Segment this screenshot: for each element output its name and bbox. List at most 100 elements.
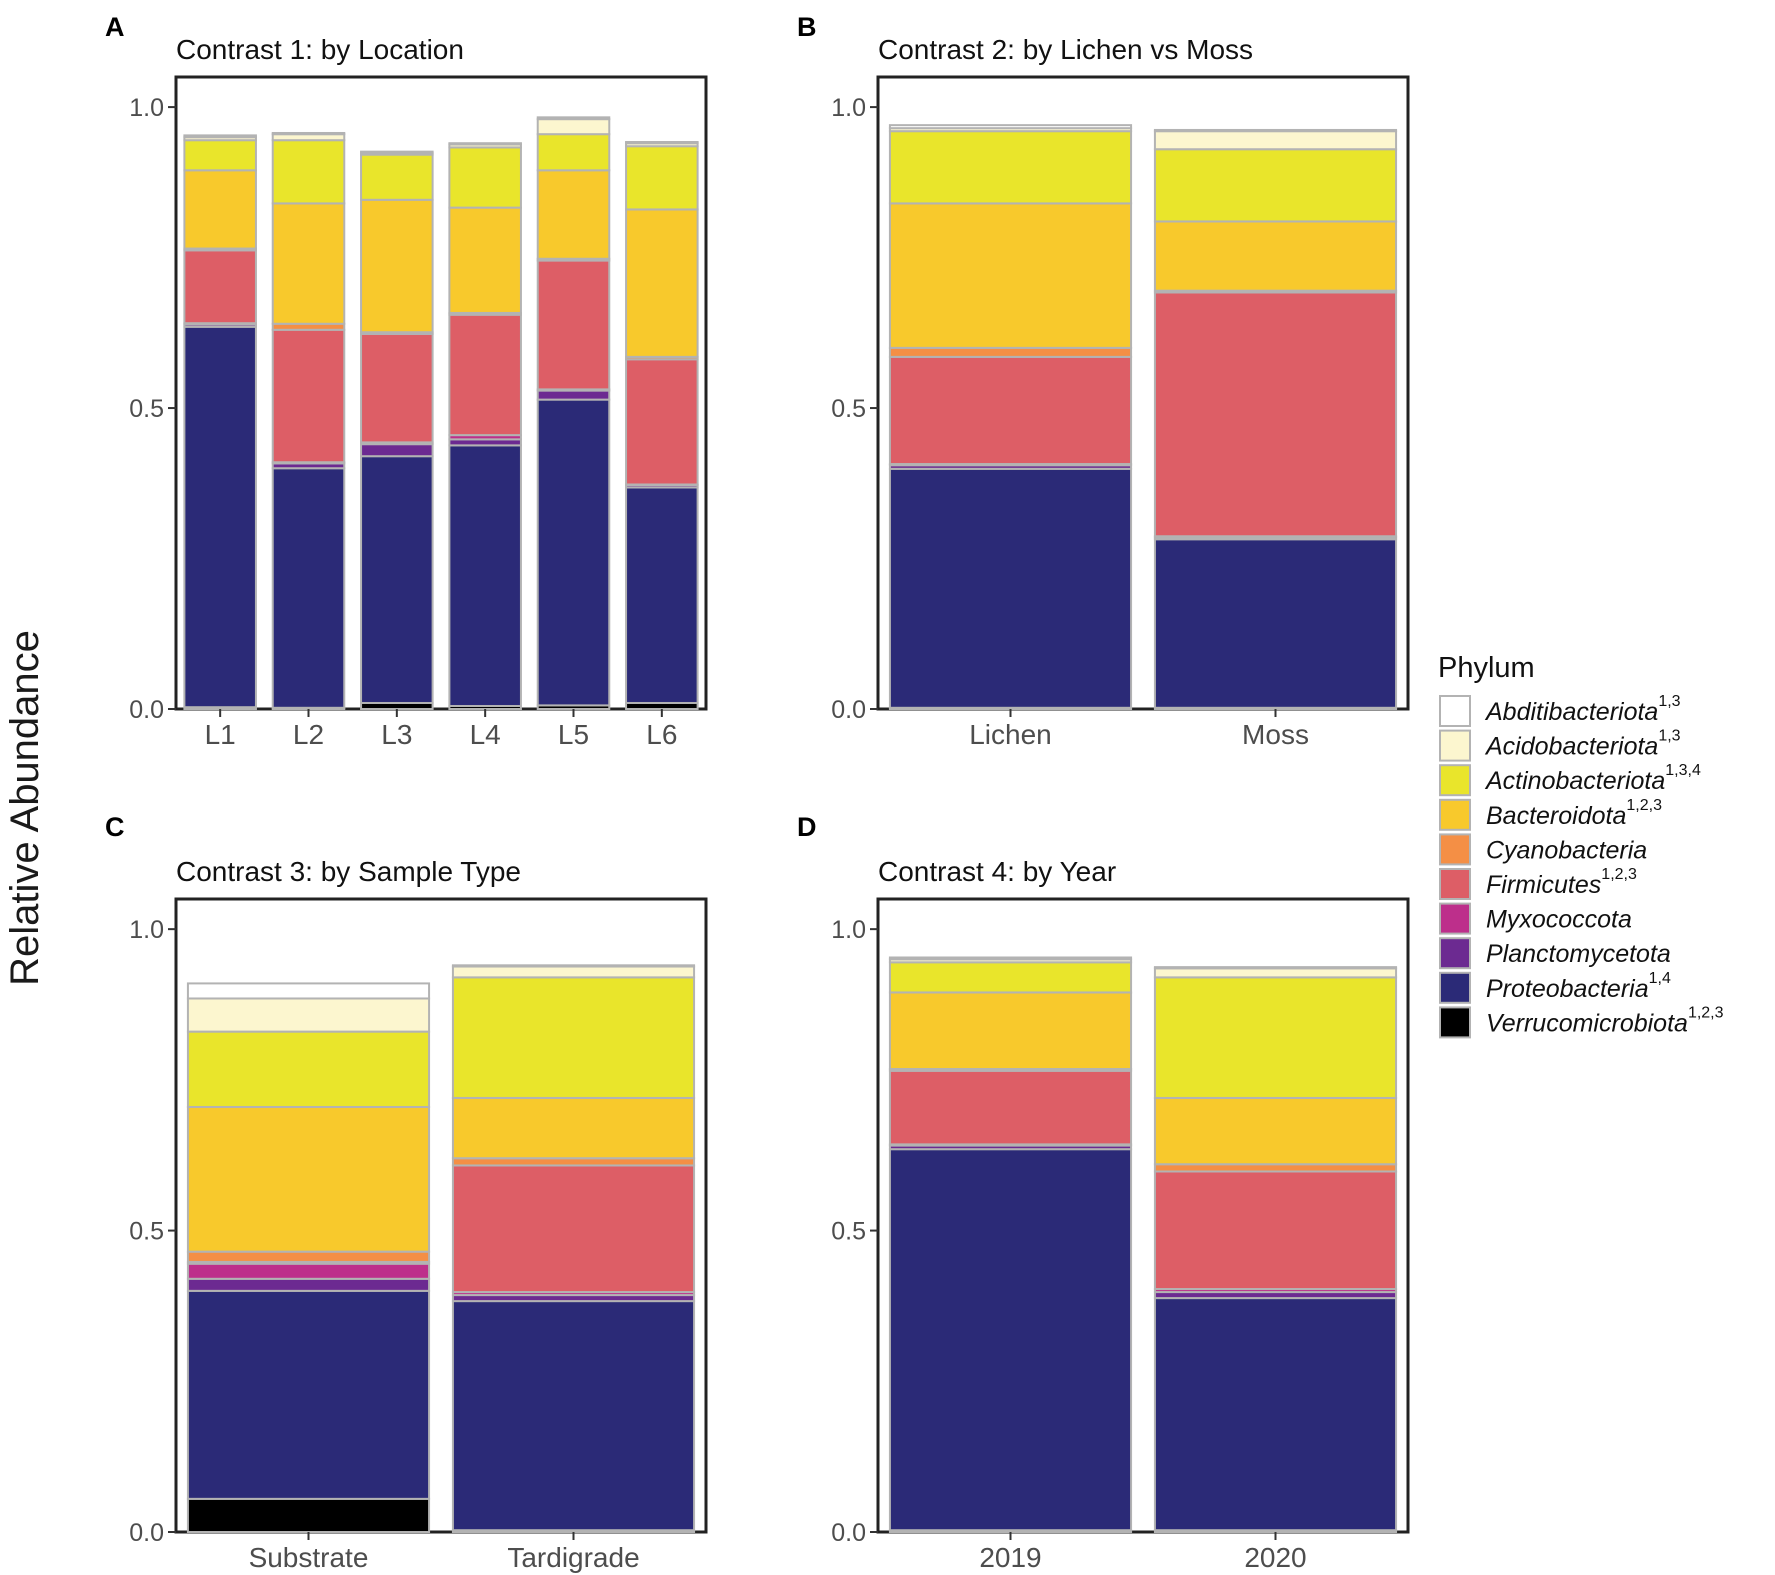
- bar-segment-lichen-bacteroidota: [888, 202, 1133, 349]
- y-tick-label: 1.0: [129, 916, 164, 944]
- bar-segment-l3-bacteroidota: [360, 198, 434, 334]
- bar-segment-l5-proteobacteria: [536, 398, 611, 707]
- bar-segment-substrate-actinobacteriota: [186, 1030, 431, 1108]
- legend-superscript: 1,3,4: [1665, 762, 1701, 779]
- y-tick-label: 0.0: [831, 696, 866, 724]
- bar-segment-l6-actinobacteriota: [625, 145, 699, 211]
- bar-segment-2020-bacteroidota: [1153, 1096, 1398, 1166]
- bar-segment-l1-proteobacteria: [183, 325, 257, 709]
- bar-segment-substrate-verrucomicrobiota: [186, 1497, 431, 1534]
- bar-segment-lichen-actinobacteriota: [888, 130, 1133, 205]
- y-tick-label: 0.0: [831, 1519, 866, 1547]
- x-tick-label: L6: [646, 719, 677, 750]
- legend-label-proteobacteria: Proteobacteria1,4: [1486, 970, 1671, 1003]
- bar-segment-l2-actinobacteriota: [271, 139, 346, 205]
- bar-segment-lichen-proteobacteria: [888, 467, 1133, 709]
- bar-segment-l5-actinobacteriota: [536, 133, 611, 172]
- y-tick-label: 0.0: [129, 1519, 164, 1547]
- legend-superscript: 1,3: [1658, 693, 1680, 710]
- bar-segment-2020-firmicutes: [1153, 1170, 1398, 1291]
- bar-segment-l5-acidobacteriota: [536, 118, 611, 136]
- legend-swatch-verrucomicrobiota: [1439, 1006, 1471, 1039]
- bar-segment-l4-actinobacteriota: [448, 146, 522, 209]
- bar-segment-l3-proteobacteria: [360, 455, 434, 704]
- legend-label-actinobacteriota: Actinobacteriota1,3,4: [1484, 762, 1701, 795]
- legend-label-verrucomicrobiota: Verrucomicrobiota1,2,3: [1486, 1004, 1724, 1037]
- legend-swatch-acidobacteriota: [1439, 729, 1471, 762]
- panel-title: Contrast 4: by Year: [878, 856, 1116, 887]
- y-tick-label: 0.5: [129, 395, 164, 423]
- y-tick-label: 1.0: [129, 94, 164, 122]
- y-tick-label: 0.5: [129, 1218, 164, 1246]
- bar-segment-l2-proteobacteria: [271, 467, 346, 709]
- bar-segment-tardigrade-abditibacteriota: [451, 964, 696, 968]
- bar-segment-tardigrade-cyanobacteria: [451, 1157, 696, 1167]
- panel-d: D Contrast 4: by Year 0.0 0.5 1.0 2019 2020: [797, 812, 1410, 1573]
- legend-swatch-bacteroidota: [1439, 798, 1471, 831]
- bar-segment-2019-proteobacteria: [888, 1148, 1133, 1532]
- bar-segment-l3-actinobacteriota: [360, 153, 434, 201]
- bar-segment-substrate-abditibacteriota: [186, 982, 431, 1000]
- legend-swatch-proteobacteria: [1439, 971, 1471, 1004]
- bar-segment-l6-bacteroidota: [625, 208, 699, 358]
- bar-segment-l5-firmicutes: [536, 259, 611, 391]
- y-axis-title: Relative Abundance: [3, 630, 47, 986]
- panel-letter: D: [797, 812, 817, 842]
- legend-swatch-actinobacteriota: [1439, 764, 1471, 797]
- legend-superscript: 1,2,3: [1626, 797, 1662, 814]
- y-tick-label: 0.5: [831, 395, 866, 423]
- bar-segment-tardigrade-actinobacteriota: [451, 976, 696, 1099]
- bar-segment-l2-abditibacteriota: [271, 131, 346, 136]
- bar-segment-moss-bacteroidota: [1153, 220, 1398, 292]
- bar-segment-2019-firmicutes: [888, 1069, 1133, 1146]
- bar-segment-2020-cyanobacteria: [1153, 1163, 1398, 1173]
- bar-segment-2020-acidobacteriota: [1153, 967, 1398, 979]
- bar-segment-l6-firmicutes: [625, 358, 699, 486]
- bar-segment-moss-proteobacteria: [1153, 538, 1398, 709]
- legend-label-cyanobacteria: Cyanobacteria: [1486, 836, 1647, 864]
- bar-segment-l4-firmicutes: [448, 313, 522, 437]
- bar-segment-substrate-myxococcota: [186, 1262, 431, 1280]
- bar-segment-2019-abditibacteriota: [888, 956, 1133, 961]
- bar-segment-tardigrade-firmicutes: [451, 1164, 696, 1294]
- legend-swatch-myxococcota: [1439, 902, 1471, 935]
- bar-segment-l4-proteobacteria: [448, 444, 522, 707]
- bar-segment-substrate-cyanobacteria: [186, 1250, 431, 1263]
- bar-segment-l4-bacteroidota: [448, 206, 522, 314]
- panel-title: Contrast 1: by Location: [176, 34, 464, 65]
- bar-segment-substrate-planctomycetota: [186, 1277, 431, 1292]
- bar-segment-moss-acidobacteriota: [1153, 130, 1398, 151]
- x-tick-label: Moss: [1242, 719, 1309, 750]
- bar-segment-2020-proteobacteria: [1153, 1297, 1398, 1532]
- legend-superscript: 1,4: [1649, 970, 1671, 987]
- x-tick-label: Substrate: [249, 1542, 369, 1573]
- legend-swatch-firmicutes: [1439, 868, 1471, 900]
- bar-segment-l5-planctomycetota: [536, 389, 611, 401]
- legend-superscript: 1,2,3: [1601, 866, 1637, 883]
- x-tick-label: Tardigrade: [507, 1542, 639, 1573]
- legend-swatch-cyanobacteria: [1439, 833, 1471, 866]
- panel-border: [174, 75, 708, 711]
- x-tick-label: 2020: [1244, 1542, 1306, 1573]
- x-tick-label: 2019: [979, 1542, 1041, 1573]
- bar-segment-l5-bacteroidota: [536, 169, 611, 260]
- x-tick-label: L4: [470, 719, 501, 750]
- panel-letter: A: [105, 12, 125, 42]
- legend-title: Phylum: [1438, 652, 1535, 684]
- bar-segment-2020-abditibacteriota: [1153, 966, 1398, 970]
- panel-a: A Contrast 1: by Location 0.0 0.5 1.0 L1 L2 L…: [105, 12, 708, 750]
- bar-segment-l5-abditibacteriota: [536, 116, 611, 121]
- x-tick-label: L1: [205, 719, 236, 750]
- bar-segment-l2-firmicutes: [271, 328, 346, 464]
- bar-segment-l3-planctomycetota: [360, 443, 434, 458]
- legend-superscript: 1,3: [1658, 728, 1680, 745]
- legend: Phylum Abditibacteriota1,3Acidobacteriot…: [1438, 652, 1724, 1039]
- bar-segment-l6-abditibacteriota: [625, 141, 699, 145]
- panel-b: B Contrast 2: by Lichen vs Moss 0.0 0.5 1.…: [797, 12, 1410, 750]
- legend-superscript: 1,2,3: [1688, 1004, 1724, 1021]
- bar-segment-l1-firmicutes: [183, 249, 257, 325]
- bar-segment-l2-bacteroidota: [271, 202, 346, 325]
- panel-title: Contrast 2: by Lichen vs Moss: [878, 34, 1253, 65]
- x-tick-label: L2: [293, 719, 324, 750]
